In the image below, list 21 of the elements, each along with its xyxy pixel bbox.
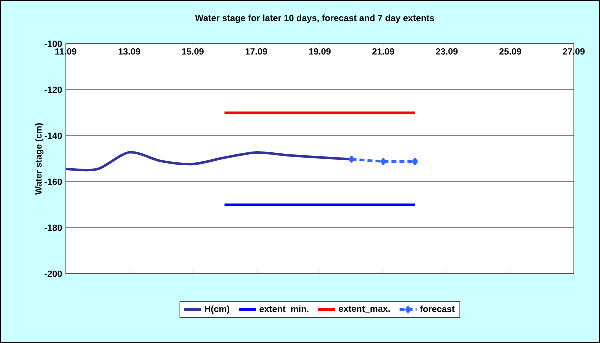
x-tick-label: 21.09 — [372, 48, 394, 55]
x-tick-label: 15.09 — [182, 48, 204, 55]
legend-label: extent_max. — [339, 306, 390, 314]
chart-title: Water stage for later 10 days, forecast and 7 day extents — [195, 14, 434, 24]
y-tick-label: -160 — [44, 178, 62, 186]
x-tick-label: 17.09 — [246, 48, 268, 55]
x-tick-label: 25.09 — [500, 48, 522, 55]
y-tick-label: -140 — [44, 132, 62, 140]
y-tick-label: -200 — [44, 270, 62, 278]
legend-label: forecast — [420, 306, 455, 312]
x-tick-label: 11.09 — [56, 48, 77, 55]
y-axis-title: Water stage (cm) — [35, 123, 44, 195]
x-tick-label: 19.09 — [309, 48, 331, 55]
x-tick-label: 27.09 — [563, 48, 585, 55]
legend-label: H(cm) — [205, 306, 230, 314]
y-tick-label: -180 — [44, 224, 62, 232]
y-tick-label: -120 — [44, 86, 62, 94]
x-tick-label: 23.09 — [436, 48, 458, 55]
legend-label: extent_min. — [260, 306, 309, 314]
y-tick-label: -100 — [44, 40, 62, 48]
x-tick-label: 13.09 — [118, 48, 140, 55]
